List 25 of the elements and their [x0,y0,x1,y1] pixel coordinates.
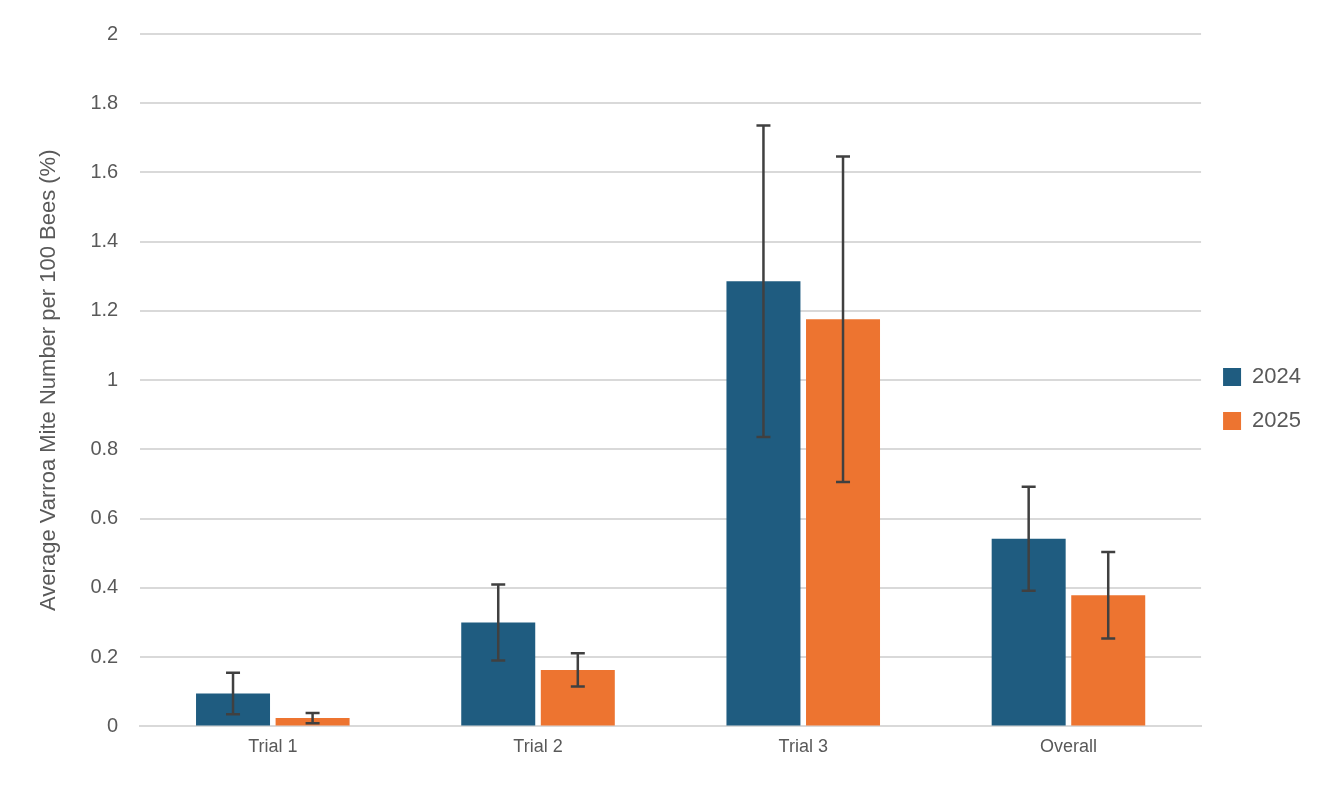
y-axis-title: Average Varroa Mite Number per 100 Bees (%) [35,149,61,611]
y-tick-label: 1.8 [90,90,119,113]
y-tick-label: 0.4 [90,575,119,598]
y-tick-label: 0.2 [90,644,119,667]
y-tick-label: 1.2 [90,298,119,321]
legend-label: 2025 [1252,407,1302,433]
bar [726,281,801,726]
x-tick-label: Trial 2 [513,736,563,757]
y-tick-label: 1.6 [90,160,119,182]
y-tick-label: 1 [107,367,119,390]
y-tick-label: 0.6 [90,506,119,529]
x-tick-label: Trial 1 [248,736,298,757]
y-tick-label: 0.8 [90,436,119,459]
bar [461,622,536,726]
bar [991,538,1066,726]
bar [806,319,881,726]
x-tick-label: Overall [1039,736,1097,757]
y-tick-label: 1.4 [90,229,119,252]
bar [196,693,271,726]
bar [540,669,615,726]
legend-label: 2024 [1252,363,1302,389]
bar [1071,595,1146,726]
x-tick-label: Trial 3 [778,736,828,757]
y-tick-label: 2 [107,21,119,44]
y-tick-label: 0 [107,713,119,736]
